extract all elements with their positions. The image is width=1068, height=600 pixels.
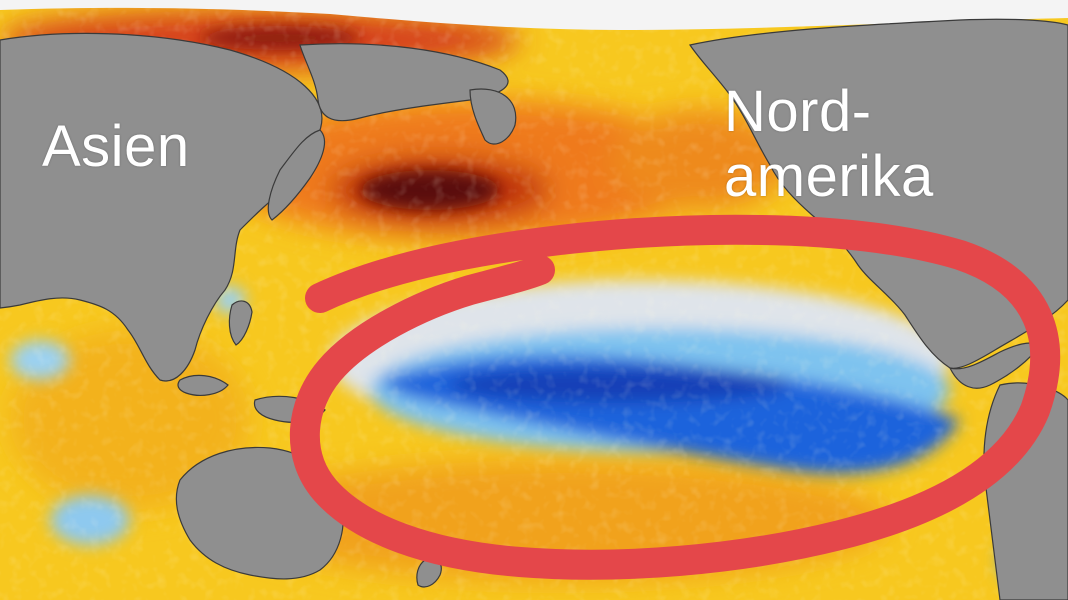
kamchatka <box>469 88 517 145</box>
label-asia: Asien <box>42 114 190 179</box>
label-north-america-line-1: Nord- <box>724 79 872 144</box>
indonesia-islands <box>177 374 229 396</box>
arctic-ice-area <box>0 0 1068 30</box>
north-america-landmass <box>689 18 1068 369</box>
philippines <box>228 300 253 346</box>
highlight-circle <box>290 214 1061 580</box>
northeast-asia-coast <box>299 43 509 122</box>
label-north-america-line-2: amerika <box>724 143 934 209</box>
label-north-america: Nord- amerika <box>724 79 934 210</box>
asia-landmass <box>0 32 323 382</box>
japan-islands <box>267 129 325 221</box>
highlight-circle-stroke <box>290 214 1061 580</box>
